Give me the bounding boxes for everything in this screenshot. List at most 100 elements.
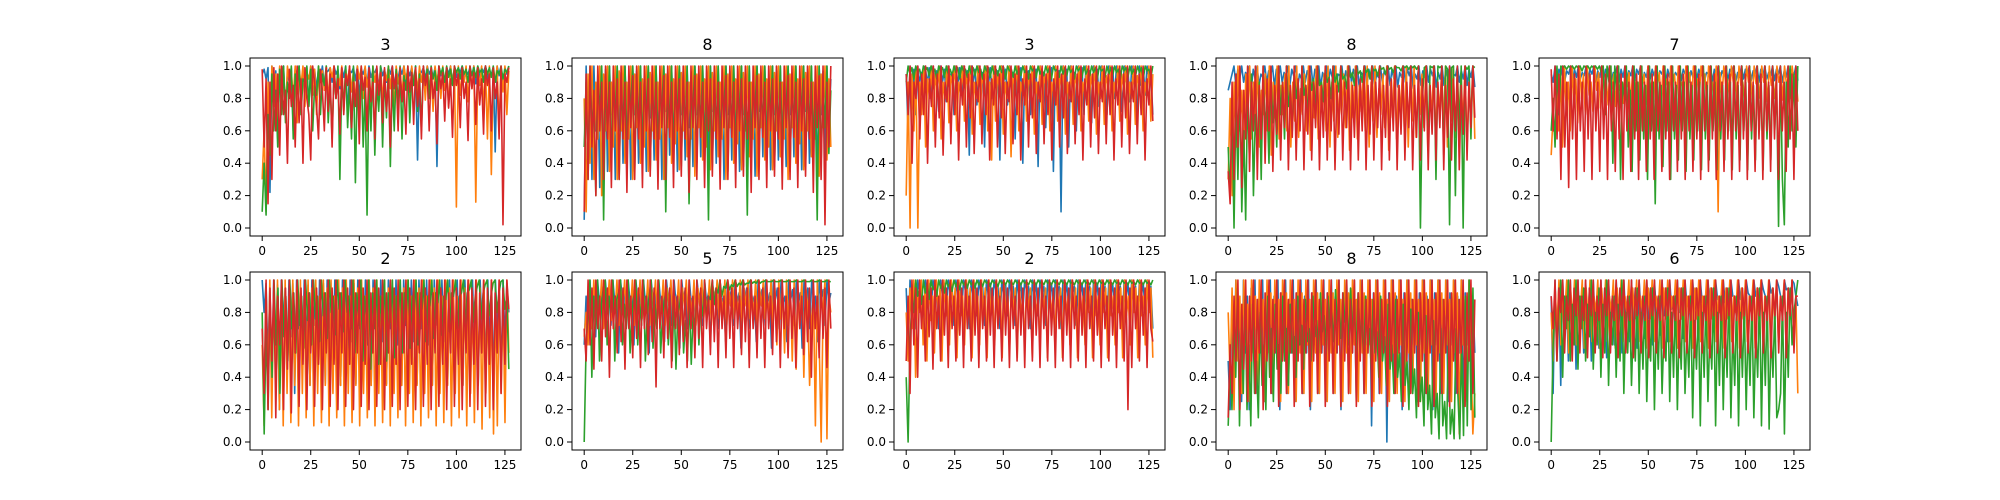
x-tick-label: 100: [445, 458, 468, 472]
plot-frame: [571, 57, 844, 237]
y-tick-label: 0.2: [1512, 189, 1531, 203]
subplot-9: 0 25 50 75 100 125 0.0 0.2 0.4 0.6 0.8 1.0 8: [1189, 249, 1488, 472]
y-tick-label: 0.8: [545, 91, 564, 105]
subplot-title: 5: [702, 249, 712, 268]
x-tick-label: 100: [1411, 244, 1434, 258]
x-tick-label: 0: [1547, 244, 1555, 258]
plot-frame: [1215, 57, 1488, 237]
subplot-title: 2: [380, 249, 390, 268]
plot-frame: [1538, 271, 1811, 451]
y-tick-label: 1.0: [1189, 273, 1208, 287]
subplot-8: 0 25 50 75 100 125 0.0 0.2 0.4 0.6 0.8 1.0 2: [867, 249, 1166, 472]
y-tick-label: 0.8: [545, 305, 564, 319]
x-tick-label: 25: [1592, 244, 1607, 258]
x-tick-label: 100: [445, 244, 468, 258]
x-tick-label: 25: [947, 244, 962, 258]
y-tick-label: 0.4: [1189, 156, 1208, 170]
y-tick-label: 0.8: [1512, 305, 1531, 319]
x-tick-label: 75: [1689, 244, 1704, 258]
x-tick-label: 100: [1089, 244, 1112, 258]
series-line-4: [583, 65, 832, 226]
y-tick-label: 0.2: [867, 189, 886, 203]
plot-frame: [893, 57, 1166, 237]
x-tick-label: 50: [1641, 458, 1656, 472]
y-tick-label: 0.6: [1189, 338, 1208, 352]
subplot-title: 2: [1024, 249, 1034, 268]
y-tick-label: 0.6: [545, 338, 564, 352]
y-tick-label: 0.0: [1189, 221, 1208, 235]
y-tick-label: 0.0: [223, 435, 242, 449]
x-tick-label: 75: [722, 458, 737, 472]
x-tick-label: 75: [1044, 458, 1059, 472]
x-tick-label: 50: [1641, 244, 1656, 258]
y-tick-label: 0.2: [545, 403, 564, 417]
series-line-4: [1227, 65, 1476, 205]
y-tick-label: 0.8: [1189, 91, 1208, 105]
y-tick-label: 0.0: [867, 221, 886, 235]
x-tick-label: 0: [258, 458, 266, 472]
y-tick-label: 1.0: [1512, 59, 1531, 73]
y-tick-label: 0.0: [1189, 435, 1208, 449]
series-line-4: [1550, 65, 1799, 189]
x-tick-label: 125: [1782, 244, 1805, 258]
y-tick-label: 1.0: [223, 273, 242, 287]
y-tick-label: 1.0: [1512, 273, 1531, 287]
x-tick-label: 50: [1318, 458, 1333, 472]
x-tick-label: 25: [303, 244, 318, 258]
x-tick-label: 75: [1366, 458, 1381, 472]
y-tick-label: 0.8: [223, 91, 242, 105]
y-tick-label: 0.6: [545, 124, 564, 138]
y-tick-label: 0.2: [1189, 403, 1208, 417]
series-line-4: [1550, 279, 1798, 362]
y-tick-label: 0.8: [1189, 305, 1208, 319]
series-line-3: [905, 279, 1154, 443]
y-tick-label: 0.2: [867, 403, 886, 417]
x-tick-label: 125: [815, 458, 838, 472]
subplot-1: 0 25 50 75 100 125 0.0 0.2 0.4 0.6 0.8 1.0 3: [223, 35, 522, 258]
y-tick-label: 1.0: [545, 273, 564, 287]
series-line-3: [1550, 279, 1799, 443]
x-tick-label: 75: [400, 244, 415, 258]
x-tick-label: 0: [580, 244, 588, 258]
subplot-10: 0 25 50 75 100 125 0.0 0.2 0.4 0.6 0.8 1.0 6: [1512, 249, 1811, 472]
series-line-4: [261, 65, 510, 226]
y-tick-label: 0.4: [867, 370, 886, 384]
plot-frame: [893, 271, 1166, 451]
subplot-title: 8: [1346, 249, 1356, 268]
x-tick-label: 0: [902, 244, 910, 258]
x-tick-label: 125: [1459, 458, 1482, 472]
x-tick-label: 100: [1734, 458, 1757, 472]
y-tick-label: 0.0: [1512, 435, 1531, 449]
y-tick-label: 1.0: [867, 59, 886, 73]
y-tick-label: 0.8: [223, 305, 242, 319]
x-tick-label: 50: [674, 458, 689, 472]
x-tick-label: 100: [767, 458, 790, 472]
y-tick-label: 0.0: [867, 435, 886, 449]
subplot-3: 0 25 50 75 100 125 0.0 0.2 0.4 0.6 0.8 1.0 3: [867, 35, 1166, 258]
x-tick-label: 50: [996, 458, 1011, 472]
y-tick-label: 0.4: [1512, 156, 1531, 170]
y-tick-label: 0.8: [867, 91, 886, 105]
plot-frame: [249, 271, 522, 451]
x-tick-label: 75: [400, 458, 415, 472]
series-line-4: [1227, 279, 1476, 418]
y-tick-label: 0.6: [1189, 124, 1208, 138]
subplot-title: 3: [1024, 35, 1034, 54]
subplot-title: 8: [1346, 35, 1356, 54]
x-tick-label: 25: [1269, 244, 1284, 258]
x-tick-label: 50: [352, 458, 367, 472]
y-tick-label: 0.0: [545, 435, 564, 449]
x-tick-label: 100: [767, 244, 790, 258]
x-tick-label: 25: [625, 244, 640, 258]
subplot-title: 7: [1669, 35, 1679, 54]
subplot-title: 6: [1669, 249, 1679, 268]
subplot-7: 0 25 50 75 100 125 0.0 0.2 0.4 0.6 0.8 1.0 5: [545, 249, 844, 472]
subplot-title: 3: [380, 35, 390, 54]
x-tick-label: 125: [815, 244, 838, 258]
x-tick-label: 25: [947, 458, 962, 472]
x-tick-label: 25: [1269, 458, 1284, 472]
x-tick-label: 50: [674, 244, 689, 258]
y-tick-label: 0.6: [1512, 124, 1531, 138]
x-tick-label: 0: [1224, 458, 1232, 472]
y-tick-label: 1.0: [867, 273, 886, 287]
